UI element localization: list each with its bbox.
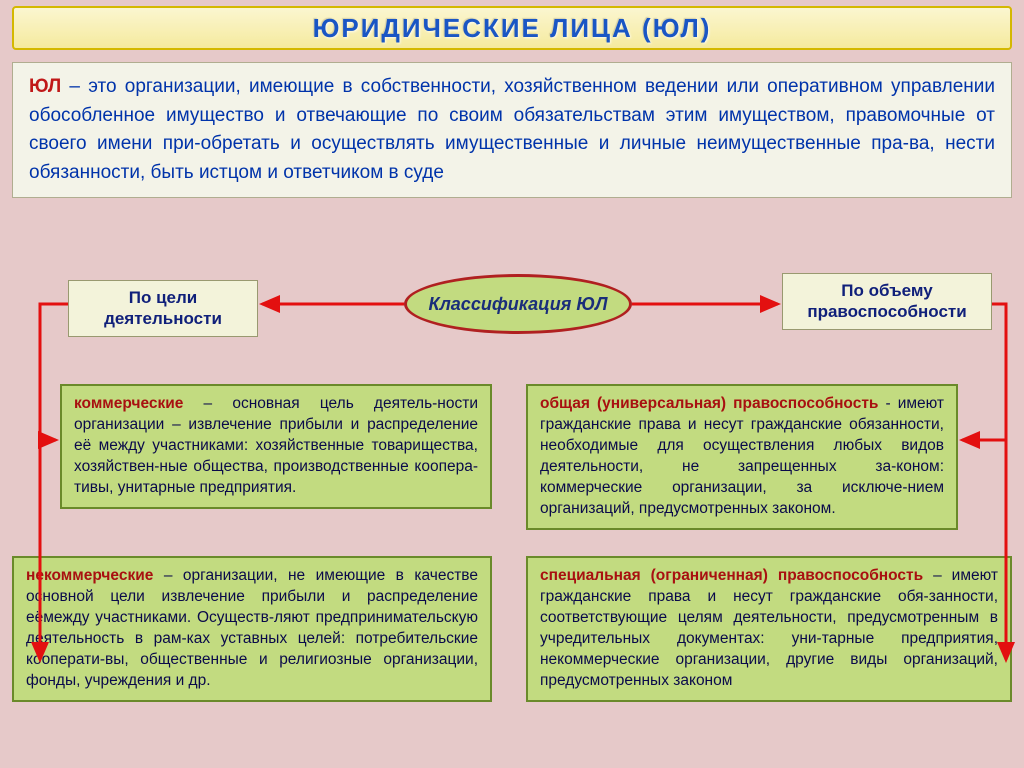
branch-right-label: По объему правоспособности <box>782 273 992 330</box>
box-special: специальная (ограниченная) правоспособно… <box>526 556 1012 702</box>
term-commercial: коммерческие <box>74 395 183 412</box>
box-commercial: коммерческие – основная цель деятель-нос… <box>60 384 492 509</box>
body-special: – имеют гражданские права и несут гражда… <box>540 567 998 689</box>
term-general: общая (универсальная) правоспособность <box>540 395 878 412</box>
definition-lead: ЮЛ <box>29 76 61 97</box>
page-title: ЮРИДИЧЕСКИЕ ЛИЦА (ЮЛ) <box>12 6 1012 50</box>
body-general: - имеют гражданские права и несут гражда… <box>540 395 944 517</box>
box-noncommercial: некоммерческие – организации, не имеющие… <box>12 556 492 702</box>
term-special: специальная (ограниченная) правоспособно… <box>540 567 923 584</box>
term-noncommercial: некоммерческие <box>26 567 153 584</box>
box-general: общая (универсальная) правоспособность -… <box>526 384 958 530</box>
branch-left-label: По цели деятельности <box>68 280 258 337</box>
definition-body: – это организации, имеющие в собственнос… <box>29 76 995 183</box>
classification-oval: Классификация ЮЛ <box>404 274 632 334</box>
definition-box: ЮЛ – это организации, имеющие в собствен… <box>12 62 1012 198</box>
body-noncommercial: – организации, не имеющие в качестве осн… <box>26 567 478 689</box>
